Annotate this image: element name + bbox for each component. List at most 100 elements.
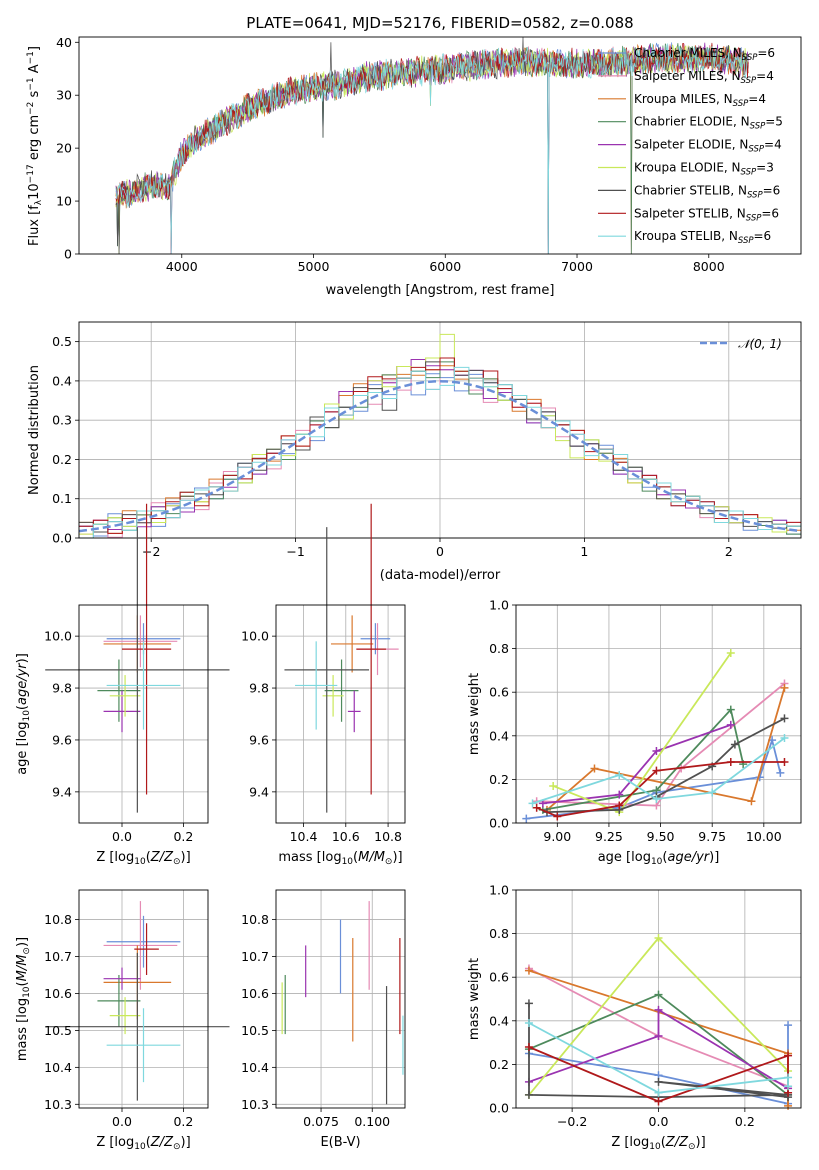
spectrum-legend-label: Salpeter MILES, NSSP=4: [634, 69, 774, 86]
x-tick-label: 9.75: [698, 829, 726, 844]
legend-label-sub: SSP: [746, 213, 762, 223]
weight-series-marker: [524, 1090, 533, 1099]
y-tick-label: 10.4: [44, 1060, 72, 1075]
legend-label-main: Salpeter STELIB, N: [634, 206, 746, 220]
x-axis-label-part: age/yr: [667, 850, 710, 865]
y-axis-label-part: )]: [15, 653, 30, 663]
panel-frame: [78, 889, 209, 1109]
legend-label-end: =6: [757, 46, 775, 60]
spectrum-title: PLATE=0641, MJD=52176, FIBERID=0582, z=0…: [246, 14, 633, 32]
weight-series-marker: [726, 720, 735, 729]
y-tick-label: 10.6: [44, 986, 72, 1001]
y-tick-label: 10.7: [241, 949, 269, 964]
spectrum-x-tick-label: 6000: [429, 259, 461, 274]
residual-histogram-series: [79, 366, 801, 539]
weight-series-marker: [652, 766, 661, 775]
weight-series-marker: [780, 714, 789, 723]
weight-series-marker: [784, 1073, 793, 1082]
x-axis-label-part: )]: [181, 1135, 191, 1150]
legend-label-end: =6: [754, 229, 772, 243]
x-axis-label-part: ⊙: [173, 857, 181, 867]
spectrum-panel: PLATE=0641, MJD=52176, FIBERID=0582, z=0…: [26, 14, 802, 298]
normal-curve-line: [78, 380, 802, 533]
residual-y-tick-label: 0.5: [52, 334, 72, 349]
residual-normal-curve: [78, 380, 802, 533]
y-tick-label: 10.0: [44, 629, 72, 644]
panel-marks: [524, 933, 793, 1110]
y-axis-label-part: M/M: [15, 955, 30, 982]
x-axis-label: Z [log10(Z/Z⊙)]: [96, 1135, 190, 1152]
weight-series-marker: [654, 990, 663, 999]
residual-panel: −2 −1 0 1 2 0.0 0.1 0.2 0.3 0.4 0.5 (data-model)/…: [27, 321, 802, 583]
legend-label-sub: SSP: [741, 76, 757, 86]
x-axis-label: E(B-V): [320, 1135, 360, 1150]
x-tick-label: 9.50: [647, 829, 675, 844]
residual-x-tick-label: −2: [142, 544, 160, 559]
x-axis-label-part: (: [661, 1135, 666, 1150]
x-tick-label: 0.075: [303, 1114, 339, 1129]
ylabel-part: s: [27, 90, 42, 101]
spectrum-y-label: Flux [fλ10−17 erg cm−2 s−1 A−1]: [26, 46, 44, 246]
y-axis-label-part: (: [15, 705, 30, 710]
x-tick-label: 9.00: [543, 829, 571, 844]
legend-label-main: Chabrier STELIB, N: [634, 183, 747, 197]
legend-label-sub: SSP: [747, 190, 763, 200]
y-axis-label-part: (: [15, 981, 30, 986]
mass-vs-metallicity-panel: 0.0 0.210.310.410.510.610.710.8Z [log10(Z…: [15, 889, 230, 1152]
legend-label-main: Chabrier MILES, N: [634, 46, 742, 60]
legend-label-sub: SSP: [748, 145, 764, 155]
y-axis-label-part: mass weight: [467, 958, 482, 1040]
age-vs-mass-panel: 10.4 10.6 10.8 9.4 9.6 9.8 10.0 mass [log10(M/M…: [241, 503, 406, 867]
x-axis-label: age [log10(age/yr)]: [598, 850, 720, 867]
spectrum-legend-label: Salpeter STELIB, NSSP=6: [634, 206, 779, 223]
spectrum-x-ticks: 4000 5000 6000 7000 8000: [166, 254, 725, 274]
panel-marks: [45, 503, 230, 813]
x-axis-label-part: 10: [649, 1142, 661, 1152]
legend-label-main: Kroupa STELIB, N: [634, 229, 738, 243]
spectrum-x-tick-label: 8000: [693, 259, 725, 274]
y-tick-label: 1.0: [489, 883, 509, 898]
spectrum-legend-label: Chabrier STELIB, NSSP=6: [634, 183, 780, 200]
y-tick-label: 9.6: [249, 732, 269, 747]
normal-legend-label: 𝒩(0, 1): [738, 337, 782, 351]
spectrum-legend-label: Kroupa STELIB, NSSP=6: [634, 229, 771, 246]
x-axis-label-part: 10: [651, 857, 663, 867]
weight-series-line: [528, 1003, 789, 1099]
spectrum-legend-label: Chabrier MILES, NSSP=6: [634, 46, 775, 63]
weight-series-marker: [784, 1101, 793, 1110]
weight-series-marker: [654, 933, 663, 942]
residual-y-ticks: 0.0 0.1 0.2 0.3 0.4 0.5: [52, 334, 79, 546]
residual-histogram-series: [79, 357, 801, 534]
residual-x-tick-label: 1: [580, 544, 588, 559]
spectrum-x-label: wavelength [Angstrom, rest frame]: [326, 283, 555, 298]
residual-x-tick-label: 0: [436, 544, 444, 559]
weight-series-marker: [726, 648, 735, 657]
legend-label-main: Salpeter ELODIE, N: [634, 138, 748, 152]
spectrum-x-tick-label: 7000: [561, 259, 593, 274]
mass-vs-extinction-panel: 0.075 0.100 10.3 10.4 10.5 10.6 10.7 10.8 E(B-V): [241, 889, 406, 1150]
weight-series-line: [536, 761, 785, 818]
residual-y-tick-label: 0.1: [52, 491, 72, 506]
legend-label-sub: SSP: [738, 236, 754, 246]
weight-series-marker: [522, 814, 531, 823]
x-axis-label-part: (: [353, 850, 358, 865]
y-tick-label: 0.6: [489, 970, 509, 985]
ylabel-part: 10: [27, 183, 42, 200]
weight-series-marker: [708, 788, 717, 797]
legend-label-end: =6: [761, 206, 779, 220]
ylabel-part: −1: [26, 77, 36, 90]
panel-marks: [281, 901, 404, 1105]
spectrum-x-tick-label: 5000: [298, 259, 330, 274]
weight-series-marker: [524, 966, 533, 975]
spectrum-x-tick-label: 4000: [166, 259, 198, 274]
legend-label-end: =4: [764, 138, 782, 152]
y-tick-label: 10.8: [241, 912, 269, 927]
y-tick-label: 0.2: [489, 772, 509, 787]
y-tick-label: 9.8: [249, 681, 269, 696]
residual-y-tick-label: 0.3: [52, 413, 72, 428]
residual-x-tick-label: 2: [725, 544, 733, 559]
residual-legend: 𝒩(0, 1): [700, 337, 782, 351]
x-tick-label: 0.100: [354, 1114, 390, 1129]
